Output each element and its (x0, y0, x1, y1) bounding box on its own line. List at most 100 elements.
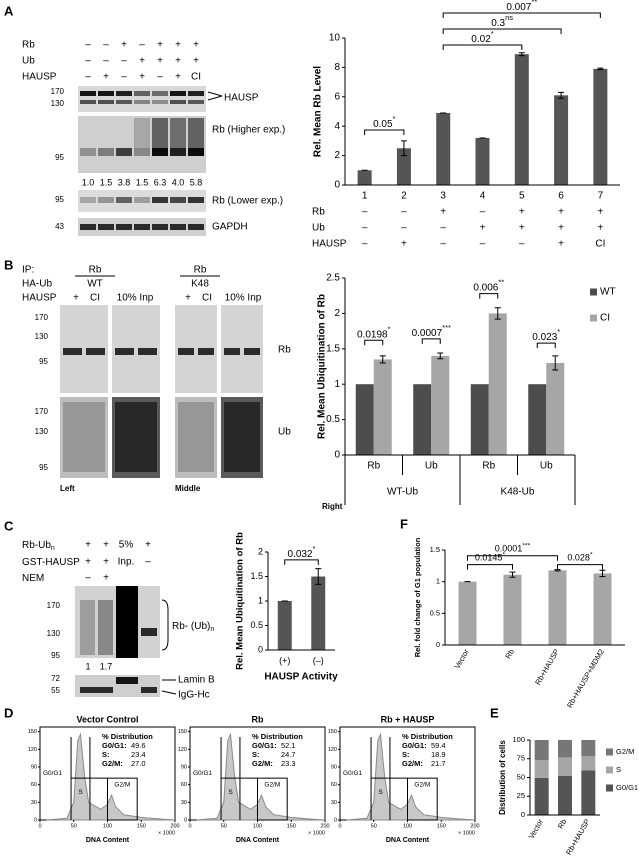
label-part: 0.0007 (412, 328, 443, 339)
row-label: IP: (22, 265, 34, 276)
bar (413, 384, 432, 455)
quantification: 1.7 (100, 661, 113, 671)
distribution-value: 24.7 (281, 750, 296, 759)
lane-sign: – (103, 56, 109, 67)
quantification: 6.3 (154, 177, 167, 187)
significance-label: 0.006** (473, 278, 504, 293)
size-marker: 130 (47, 629, 61, 638)
x-tick-label: Ub (540, 461, 553, 472)
blot-band (116, 197, 132, 203)
lane-sign: + (193, 40, 199, 51)
distribution-label: G0/G1: (102, 741, 127, 750)
label-part: 0.006 (473, 282, 498, 293)
panel-letter: A (4, 3, 14, 18)
bar (503, 574, 522, 645)
blot-band (170, 118, 186, 148)
size-marker: 170 (35, 313, 49, 322)
y-tick-label: 0.5 (430, 608, 440, 617)
size-marker: 170 (47, 601, 61, 610)
y-axis-label: Distribution of cells (498, 740, 507, 815)
label-part: 0.0001 (495, 544, 523, 554)
blot-band (138, 348, 157, 355)
x-tick-label: Rb+HAUSP (564, 817, 592, 856)
bar (355, 384, 374, 455)
bar-segment (534, 777, 549, 815)
x-unit: × 1000 (158, 830, 175, 836)
row-label: HAUSP (22, 293, 57, 304)
lane-sign: + (193, 56, 199, 67)
lane-sign: + (85, 557, 91, 568)
blot-band (141, 687, 157, 693)
error-bar (437, 352, 444, 360)
bracket (161, 599, 169, 651)
condition-sign: – (480, 207, 486, 218)
y-tick-label: 120 (178, 747, 187, 753)
panel-caption: Right (322, 502, 343, 511)
blot-band (224, 348, 240, 355)
significance-label: 0.0198* (357, 325, 391, 340)
distribution-heading: % Distribution (102, 732, 153, 741)
blot-band (116, 91, 132, 96)
condition-label: HAUSP (312, 239, 347, 250)
row-label: Ub (22, 56, 35, 67)
blot (60, 397, 108, 478)
error-bar (518, 52, 525, 57)
label-part: GST-HAUSP (22, 557, 80, 568)
gate-box (257, 777, 288, 821)
condition-label: Ub (312, 223, 325, 234)
bar (593, 68, 608, 185)
y-tick-label: 60 (331, 782, 337, 788)
x-tick-label: 150 (137, 823, 146, 829)
significance-label: 0.032* (288, 544, 316, 559)
significance-bracket (442, 44, 523, 50)
blot-band (98, 148, 114, 156)
size-marker: 95 (39, 357, 48, 366)
condition-sign: + (480, 223, 486, 234)
gate-label: G0/G1 (193, 770, 213, 777)
significance-bracket (364, 339, 384, 346)
blot-band (116, 100, 132, 104)
blot-band (134, 118, 150, 148)
label-part: ** (498, 278, 504, 287)
blot-band (188, 148, 204, 156)
condition-sign: – (401, 223, 407, 234)
lane-sign: – (139, 40, 145, 51)
blot-label: Lamin B (178, 675, 215, 686)
y-axis-label: Rel. Mean Ubiquitination of Rb (317, 294, 328, 439)
blot-band (134, 224, 150, 230)
x-axis-label: DNA Content (386, 837, 430, 844)
row-label: NEM (22, 573, 44, 584)
blot-band (80, 100, 96, 104)
y-axis-label: Rel. Mean Ubiquitination of Rb (235, 532, 246, 670)
blot-band (116, 148, 132, 156)
y-tick-label: 2.5 (326, 273, 340, 284)
x-tick-label: 50 (71, 823, 77, 829)
label-part: ** (531, 0, 537, 6)
x-tick-label: 0 (38, 823, 41, 829)
lane-sign: + (157, 56, 163, 67)
size-marker: 95 (51, 651, 60, 660)
bar (475, 137, 490, 185)
error-bar (315, 568, 322, 585)
blot-band (134, 148, 150, 156)
bar (373, 359, 392, 455)
lane-sign: – (121, 56, 127, 67)
y-tick-label: 1 (258, 595, 263, 605)
blot-band (141, 628, 157, 636)
bar-segment (581, 770, 596, 815)
bar (514, 54, 529, 185)
x-tick-label: 7 (598, 191, 604, 202)
y-tick-label: 150 (28, 729, 37, 735)
label-part: * (393, 114, 396, 123)
blot-band (98, 91, 114, 96)
lane-sign: + (175, 56, 181, 67)
y-tick-label: 25 (517, 791, 525, 800)
error-bar (597, 67, 604, 71)
x-tick-label: Vector (527, 817, 546, 840)
y-tick-label: 0 (334, 180, 340, 191)
bar (396, 148, 411, 185)
label-part: n (210, 626, 214, 633)
bar (436, 112, 451, 185)
x-tick-label: 100 (403, 823, 412, 829)
blot-label: Rb- (Ub)n (172, 621, 214, 634)
